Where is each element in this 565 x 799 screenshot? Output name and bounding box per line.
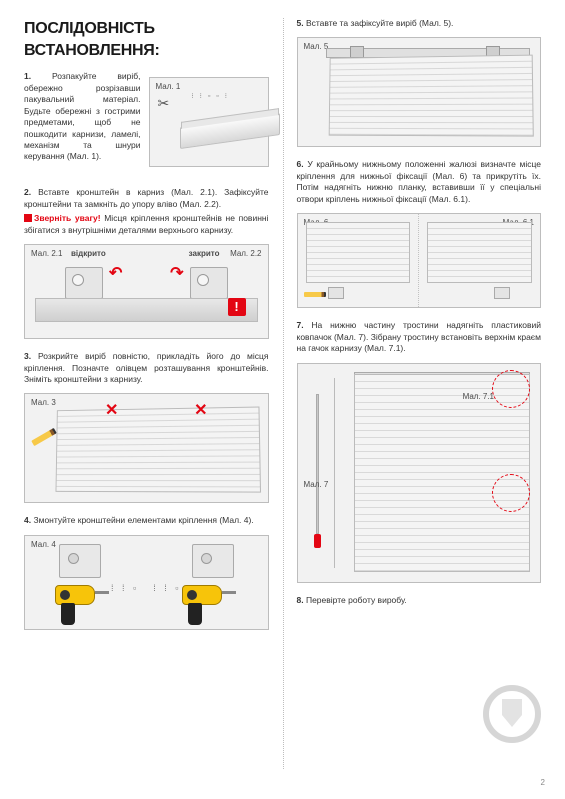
arrow-left-icon: ↶ — [109, 263, 122, 285]
warning-badge: ! — [228, 298, 246, 316]
step-7-num: 7. — [297, 320, 304, 330]
step-6-body: У крайньому нижньому положенні жалюзі ви… — [297, 159, 542, 203]
page-number: 2 — [541, 778, 545, 789]
step-5-num: 5. — [297, 18, 304, 28]
step-4-body: Змонтуйте кронштейни елементами кріпленн… — [33, 515, 253, 525]
figure-2: Мал. 2.1 відкрито закрито Мал. 2.2 ↶ ↷ ! — [24, 244, 269, 339]
figure-4: Мал. 4 ⁞ ⁞ ▫ ⁞ ⁞ ▫ — [24, 535, 269, 630]
screws-left-icon: ⁞ ⁞ ▫ — [111, 582, 139, 594]
step-8: 8. Перевірте роботу виробу. — [297, 595, 542, 606]
figure-4-label: Мал. 4 — [31, 540, 56, 551]
warning-marker — [24, 214, 32, 222]
figure-1-label: Мал. 1 — [156, 82, 181, 93]
figure-3-label: Мал. 3 — [31, 398, 56, 409]
small-parts-icon: ⁝ ⁝ ▫ ▫ ⁝ — [192, 92, 229, 101]
step-5-body: Вставте та зафіксуйте виріб (Мал. 5). — [306, 18, 453, 28]
bracket-closed — [190, 267, 228, 299]
left-column: ПОСЛІДОВНІСТЬ ВСТАНОВЛЕННЯ: 1. Розпакуйт… — [24, 18, 283, 781]
detail-circle-bottom — [492, 474, 530, 512]
right-column: 5. Вставте та зафіксуйте виріб (Мал. 5).… — [283, 18, 542, 781]
figure-71-label: Мал. 7.1 — [463, 392, 494, 403]
step-2-num: 2. — [24, 187, 31, 197]
figure-1: Мал. 1 ✂ ⁝ ⁝ ▫ ▫ ⁝ — [149, 77, 269, 167]
step-1-body: Розпакуйте виріб, обережно розрізавши па… — [24, 71, 141, 161]
step-7: 7. На нижню частину тростини надягніть п… — [297, 320, 542, 354]
blinds-5 — [328, 55, 533, 137]
drill-left — [55, 585, 111, 629]
mount-rail — [35, 298, 258, 322]
figure-22-label: Мал. 2.2 — [230, 249, 261, 260]
columns: ПОСЛІДОВНІСТЬ ВСТАНОВЛЕННЯ: 1. Розпакуйт… — [24, 18, 541, 781]
wand — [316, 394, 319, 534]
screws-right-icon: ⁞ ⁞ ▫ — [153, 582, 181, 594]
step-1-num: 1. — [24, 71, 31, 81]
step-3-body: Розкрийте виріб повністю, прикладіть йог… — [24, 351, 269, 384]
open-label: відкрито — [71, 249, 106, 260]
bracket-left — [59, 544, 101, 578]
bottom-clip-r — [494, 287, 510, 299]
blinds-6l — [306, 222, 410, 283]
headrail-illustration — [180, 113, 280, 149]
step-2-body: Вставте кронштейн в карниз (Мал. 2.1). З… — [24, 187, 269, 208]
figure-1-wrap: Мал. 1 ✂ ⁝ ⁝ ▫ ▫ ⁝ — [149, 71, 269, 179]
pencil-6-icon — [304, 292, 326, 297]
step-1-text: 1. Розпакуйте виріб, обережно розрізавши… — [24, 71, 141, 179]
bracket-open — [65, 267, 103, 299]
bottom-clip-l — [328, 287, 344, 299]
figure-3: Мал. 3 ✕ ✕ — [24, 393, 269, 503]
page-title: ПОСЛІДОВНІСТЬ ВСТАНОВЛЕННЯ: — [24, 18, 269, 61]
blinds-6r — [427, 222, 532, 283]
scissors-icon: ✂ — [158, 94, 170, 113]
warning-label: Зверніть увагу! — [34, 213, 101, 223]
step-4-num: 4. — [24, 515, 31, 525]
figure-7-label: Мал. 7 — [304, 480, 329, 491]
pencil-icon — [31, 428, 57, 446]
step-1: 1. Розпакуйте виріб, обережно розрізавши… — [24, 71, 269, 179]
detail-circle-top — [492, 370, 530, 408]
step-5: 5. Вставте та зафіксуйте виріб (Мал. 5). — [297, 18, 542, 29]
bracket-right — [192, 544, 234, 578]
drill-right — [182, 585, 238, 629]
figure-6-right: Мал. 6.1 — [419, 214, 540, 307]
figure-6: Мал. 6 Мал. 6.1 — [297, 213, 542, 308]
step-7-body: На нижню частину тростини надягніть плас… — [297, 320, 542, 353]
step-3-num: 3. — [24, 351, 31, 361]
x-mark-2: ✕ — [194, 400, 207, 422]
wand-cap — [314, 534, 321, 548]
figure-5: Мал. 5 — [297, 37, 542, 147]
step-2: 2. Вставте кронштейн в карниз (Мал. 2.1)… — [24, 187, 269, 236]
figure-21-label: Мал. 2.1 — [31, 249, 62, 260]
step-8-body: Перевірте роботу виробу. — [306, 595, 407, 605]
step-6-num: 6. — [297, 159, 304, 169]
watermark-icon — [483, 685, 541, 743]
blinds-illustration — [55, 407, 260, 493]
figure-6-left: Мал. 6 — [298, 214, 419, 307]
figure-7: Мал. 7 Мал. 7.1 — [297, 363, 542, 583]
step-4: 4. Змонтуйте кронштейни елементами кріпл… — [24, 515, 269, 526]
step-3: 3. Розкрийте виріб повністю, прикладіть … — [24, 351, 269, 385]
cord — [334, 378, 335, 568]
arrow-right-icon: ↷ — [170, 263, 183, 285]
x-mark-1: ✕ — [105, 400, 118, 422]
step-6: 6. У крайньому нижньому положенні жалюзі… — [297, 159, 542, 205]
step-8-num: 8. — [297, 595, 304, 605]
closed-label: закрито — [189, 249, 220, 260]
